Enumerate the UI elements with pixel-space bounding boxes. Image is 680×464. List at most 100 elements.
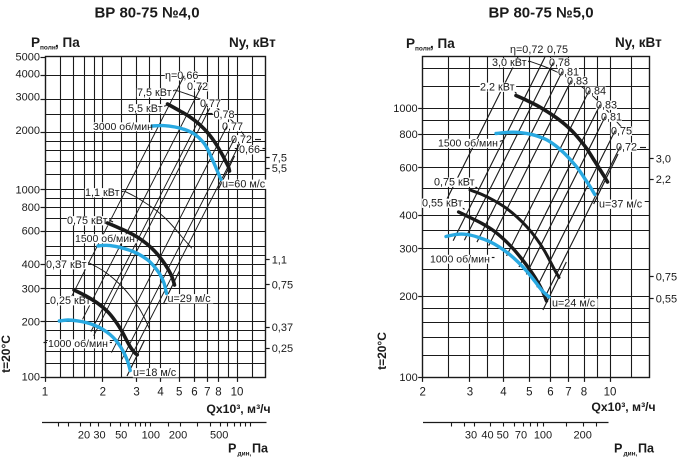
svg-text:100: 100 <box>22 372 40 384</box>
svg-text:0,78: 0,78 <box>214 109 235 121</box>
svg-text:3,0 кВт: 3,0 кВт <box>492 57 527 69</box>
svg-text:полн: полн <box>40 45 56 52</box>
svg-text:0,77: 0,77 <box>222 121 243 133</box>
svg-text:5: 5 <box>526 387 532 399</box>
svg-text:3000: 3000 <box>16 91 40 103</box>
svg-text:u=24 м/с: u=24 м/с <box>552 298 596 310</box>
svg-text:10: 10 <box>604 387 617 399</box>
svg-text:0,75: 0,75 <box>547 44 568 56</box>
svg-text:8: 8 <box>581 387 587 399</box>
svg-text:0,55 кВт: 0,55 кВт <box>422 198 463 210</box>
svg-text:20: 20 <box>78 430 90 442</box>
svg-text:50: 50 <box>497 430 509 442</box>
svg-text:Па: Па <box>252 442 269 456</box>
svg-text:0,81: 0,81 <box>601 112 622 124</box>
svg-text:7: 7 <box>204 387 210 399</box>
svg-text:1: 1 <box>42 387 48 399</box>
svg-text:800: 800 <box>399 129 417 141</box>
svg-text:200: 200 <box>399 291 417 303</box>
svg-text:0,77: 0,77 <box>200 98 221 110</box>
svg-text:100: 100 <box>399 372 417 384</box>
svg-text:0,81: 0,81 <box>558 67 579 79</box>
svg-text:1,1 кВт: 1,1 кВт <box>85 187 120 199</box>
svg-text:8: 8 <box>215 387 221 399</box>
svg-text:40: 40 <box>481 430 493 442</box>
svg-text:0,25: 0,25 <box>272 343 293 355</box>
svg-text:Nу, кВт: Nу, кВт <box>615 35 662 50</box>
svg-text:1000 об/мин: 1000 об/мин <box>430 254 490 266</box>
svg-text:1000 об/мин: 1000 об/мин <box>48 338 108 350</box>
svg-text:t=20°C: t=20°C <box>375 332 389 370</box>
svg-text:дин,: дин, <box>238 451 252 458</box>
svg-text:2000: 2000 <box>16 125 40 137</box>
svg-text:0,78: 0,78 <box>549 57 570 69</box>
svg-text:u=60 м/с: u=60 м/с <box>222 179 266 191</box>
svg-text:дин,: дин, <box>624 451 638 458</box>
svg-text:2,2 кВт: 2,2 кВт <box>480 82 515 94</box>
svg-text:30: 30 <box>93 430 105 442</box>
svg-text:5,5 кВт: 5,5 кВт <box>128 103 163 115</box>
svg-text:0,75 кВт: 0,75 кВт <box>67 215 108 227</box>
svg-text:400: 400 <box>399 210 417 222</box>
svg-text:Р: Р <box>31 35 40 50</box>
svg-text:7,5: 7,5 <box>272 153 287 165</box>
svg-text:t=20°C: t=20°C <box>0 335 13 373</box>
svg-text:4: 4 <box>500 387 507 399</box>
svg-text:Nу, кВт: Nу, кВт <box>229 35 276 50</box>
svg-text:η=0,66: η=0,66 <box>165 70 198 82</box>
svg-text:70: 70 <box>515 430 527 442</box>
svg-text:0,37 кВт: 0,37 кВт <box>46 259 87 271</box>
svg-text:200: 200 <box>22 316 40 328</box>
svg-text:0,55: 0,55 <box>656 294 677 306</box>
svg-text:10: 10 <box>231 387 244 399</box>
svg-text:Па: Па <box>638 442 655 456</box>
svg-text:500: 500 <box>210 430 228 442</box>
svg-text:7,5 кВт: 7,5 кВт <box>137 87 172 99</box>
svg-text:100: 100 <box>534 430 552 442</box>
svg-text:300: 300 <box>22 283 40 295</box>
svg-text:50: 50 <box>115 430 127 442</box>
svg-text:0,66: 0,66 <box>239 144 260 156</box>
svg-text:0,83: 0,83 <box>567 76 588 88</box>
svg-text:5000: 5000 <box>16 51 40 63</box>
svg-text:600: 600 <box>22 225 40 237</box>
svg-text:3,0: 3,0 <box>656 154 671 166</box>
svg-text:1000: 1000 <box>16 184 40 196</box>
svg-text:u=37 м/с: u=37 м/с <box>599 199 643 211</box>
svg-text:Р: Р <box>228 442 236 456</box>
svg-text:3: 3 <box>133 387 139 399</box>
svg-text:Qх10³, м³/ч: Qх10³, м³/ч <box>591 400 655 414</box>
svg-text:Qх10³, м³/ч: Qх10³, м³/ч <box>206 402 270 416</box>
svg-text:200: 200 <box>169 430 187 442</box>
svg-text:600: 600 <box>399 163 417 175</box>
svg-text:4000: 4000 <box>16 69 40 81</box>
svg-text:5: 5 <box>176 387 182 399</box>
svg-text:6: 6 <box>191 387 197 399</box>
svg-text:u=18 м/с: u=18 м/с <box>133 367 177 379</box>
svg-text:0,75: 0,75 <box>272 280 293 292</box>
svg-text:0,37: 0,37 <box>272 322 293 334</box>
svg-text:3: 3 <box>467 387 473 399</box>
svg-text:0,72: 0,72 <box>616 142 637 154</box>
svg-text:, Па: , Па <box>430 36 455 51</box>
svg-text:u=29 м/с: u=29 м/с <box>168 293 212 305</box>
svg-text:1000: 1000 <box>393 103 417 115</box>
svg-text:1500 об/мин: 1500 об/мин <box>75 233 135 245</box>
svg-text:2: 2 <box>100 387 106 399</box>
svg-text:0,75: 0,75 <box>611 126 632 138</box>
svg-text:7: 7 <box>565 387 571 399</box>
svg-text:полн: полн <box>415 46 431 53</box>
svg-text:200: 200 <box>574 430 592 442</box>
svg-text:1,1: 1,1 <box>272 255 287 267</box>
svg-text:4: 4 <box>157 387 164 399</box>
svg-text:0,84: 0,84 <box>585 86 606 98</box>
svg-text:30: 30 <box>465 430 477 442</box>
svg-text:300: 300 <box>399 244 417 256</box>
svg-text:800: 800 <box>22 202 40 214</box>
svg-text:η=0,72: η=0,72 <box>510 44 543 56</box>
svg-text:Р: Р <box>406 36 415 51</box>
svg-text:Р: Р <box>614 442 622 456</box>
svg-text:0,72: 0,72 <box>187 81 208 93</box>
svg-text:0,72: 0,72 <box>231 134 252 146</box>
svg-text:ВР 80-75 №5,0: ВР 80-75 №5,0 <box>488 5 593 22</box>
